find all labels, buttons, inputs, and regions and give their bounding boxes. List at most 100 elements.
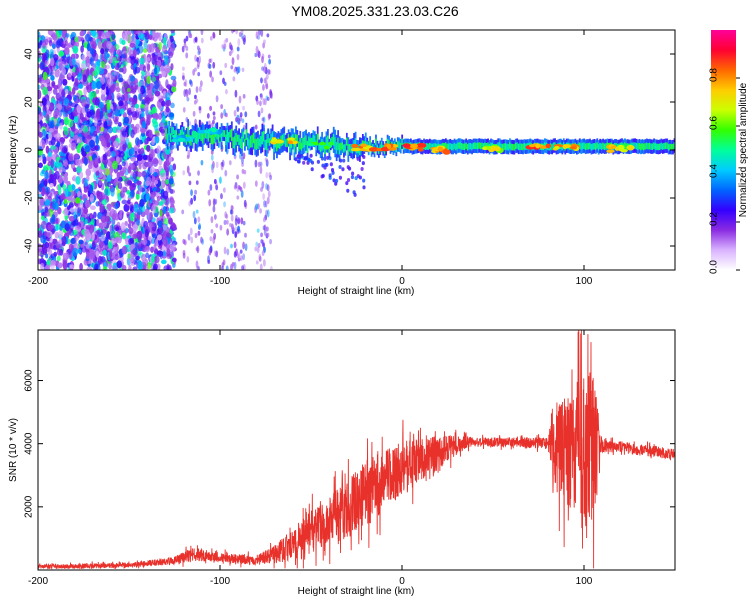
heatmap-cell bbox=[49, 57, 55, 67]
heatmap-cell bbox=[149, 211, 153, 221]
heatmap-cell bbox=[81, 54, 86, 61]
spectrogram-heatmap bbox=[38, 30, 675, 270]
heatmap-cell bbox=[74, 225, 81, 231]
heatmap-cell bbox=[155, 200, 160, 206]
heatmap-cell bbox=[469, 142, 472, 150]
heatmap-cell bbox=[232, 76, 236, 82]
heatmap-cell bbox=[119, 190, 125, 198]
heatmap-cell bbox=[123, 100, 128, 107]
heatmap-cell bbox=[238, 134, 240, 146]
heatmap-cell bbox=[74, 77, 79, 87]
heatmap-cell bbox=[83, 131, 88, 138]
heatmap-cell bbox=[468, 143, 471, 150]
heatmap-cell bbox=[260, 107, 264, 114]
heatmap-cell bbox=[350, 175, 355, 180]
heatmap-cell bbox=[85, 168, 92, 177]
heatmap-cell bbox=[257, 110, 261, 118]
heatmap-cell bbox=[231, 30, 234, 34]
heatmap-cell bbox=[664, 142, 667, 149]
heatmap-cell bbox=[121, 232, 127, 240]
heatmap-cell bbox=[119, 211, 123, 220]
heatmap-cell bbox=[261, 181, 265, 189]
heatmap-cell bbox=[50, 158, 54, 169]
heatmap-cell bbox=[409, 143, 418, 149]
heatmap-cell bbox=[71, 142, 77, 151]
heatmap-cell bbox=[137, 81, 142, 87]
heatmap-cell bbox=[58, 186, 62, 196]
heatmap-cell bbox=[583, 142, 586, 149]
heatmap-cell bbox=[56, 255, 61, 262]
heatmap-cell bbox=[589, 142, 591, 150]
heatmap-cell bbox=[95, 171, 100, 176]
heatmap-cell bbox=[256, 99, 259, 106]
heatmap-cell bbox=[136, 244, 142, 250]
heatmap-cell bbox=[267, 69, 271, 75]
heatmap-cell bbox=[95, 89, 100, 94]
heatmap-cell bbox=[259, 161, 263, 167]
x-tick-label: 100 bbox=[576, 276, 593, 287]
heatmap-cell bbox=[134, 150, 138, 158]
heatmap-cell bbox=[431, 143, 434, 151]
heatmap-cell bbox=[239, 112, 243, 118]
heatmap-cell bbox=[140, 85, 146, 95]
heatmap-cell bbox=[287, 137, 295, 142]
heatmap-cell bbox=[171, 243, 176, 252]
heatmap-cell bbox=[151, 139, 155, 146]
heatmap-cell bbox=[236, 53, 240, 61]
heatmap-cell bbox=[163, 265, 170, 270]
heatmap-cell bbox=[472, 142, 475, 150]
heatmap-cell bbox=[149, 148, 154, 158]
x-tick-label: 0 bbox=[399, 276, 405, 287]
heatmap-cell bbox=[235, 117, 238, 123]
heatmap-cell bbox=[287, 140, 293, 145]
heatmap-cell bbox=[88, 91, 94, 100]
heatmap-cell bbox=[106, 174, 112, 183]
heatmap-cell bbox=[198, 223, 202, 230]
heatmap-cell bbox=[182, 170, 186, 176]
heatmap-cell bbox=[242, 94, 246, 99]
colorbar-ticks: 0.0 0.2 0.4 0.6 0.8 bbox=[709, 68, 740, 274]
heatmap-cell bbox=[310, 167, 314, 172]
heatmap-cell bbox=[69, 207, 76, 213]
heatmap-cell bbox=[386, 143, 392, 149]
heatmap-cell bbox=[509, 142, 511, 149]
heatmap-cell bbox=[39, 257, 45, 266]
heatmap-cell bbox=[123, 116, 130, 124]
heatmap-cell bbox=[100, 192, 105, 201]
heatmap-cell bbox=[128, 264, 132, 270]
heatmap-cell bbox=[215, 161, 219, 169]
heatmap-cell bbox=[239, 138, 242, 149]
heatmap-cell bbox=[307, 157, 311, 162]
heatmap-cell bbox=[456, 142, 459, 150]
heatmap-cell bbox=[89, 212, 93, 219]
snr-axes: -200 -100 0 100 2000 4000 6000 bbox=[24, 330, 675, 587]
heatmap-cell bbox=[86, 84, 92, 93]
heatmap-cell bbox=[96, 229, 101, 235]
heatmap-cell bbox=[101, 137, 107, 147]
heatmap-cell bbox=[51, 43, 56, 49]
heatmap-cell bbox=[46, 191, 53, 198]
heatmap-cell bbox=[672, 143, 674, 151]
heatmap-cell bbox=[289, 139, 291, 153]
heatmap-cell bbox=[63, 116, 69, 126]
heatmap-cell bbox=[94, 157, 99, 165]
heatmap-cell bbox=[52, 200, 56, 210]
heatmap-cell bbox=[125, 228, 129, 234]
heatmap-cell bbox=[84, 33, 91, 42]
heatmap-cell bbox=[241, 162, 244, 167]
heatmap-cell bbox=[158, 165, 163, 172]
heatmap-cell bbox=[325, 162, 329, 167]
heatmap-cell bbox=[529, 144, 536, 148]
heatmap-cell bbox=[58, 30, 63, 36]
heatmap-cell bbox=[68, 153, 74, 162]
heatmap-cell bbox=[134, 137, 140, 146]
heatmap-cell bbox=[234, 226, 238, 231]
heatmap-cell bbox=[117, 122, 122, 127]
heatmap-cell bbox=[291, 140, 298, 145]
heatmap-cell bbox=[132, 171, 138, 180]
heatmap-cell bbox=[300, 142, 303, 151]
heatmap-cell bbox=[211, 133, 214, 145]
heatmap-cell bbox=[552, 142, 555, 149]
heatmap-cell bbox=[39, 197, 44, 207]
